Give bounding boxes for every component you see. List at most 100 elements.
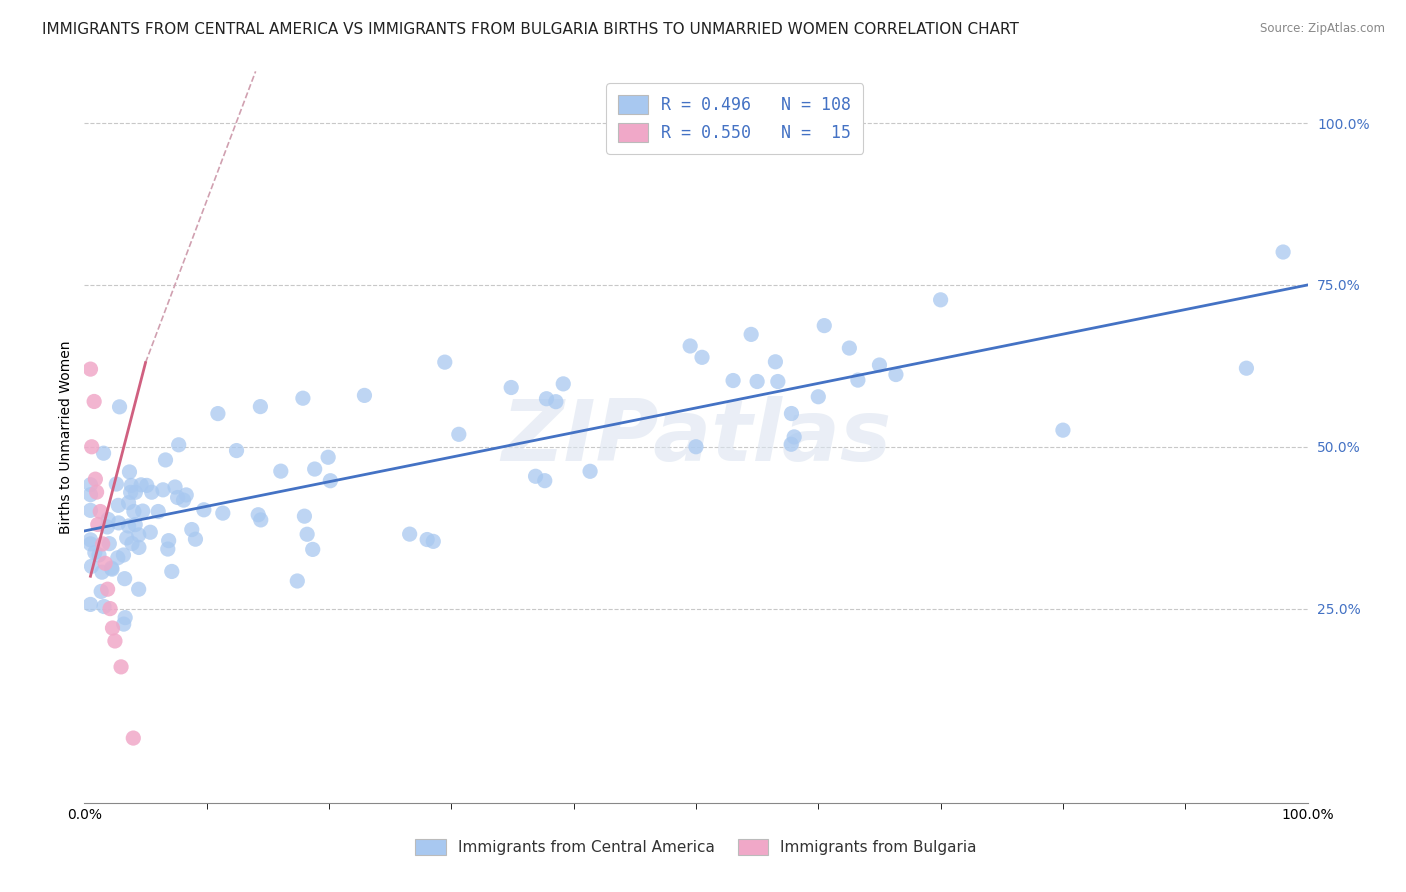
Point — [433, 355, 456, 369]
Point — [884, 368, 907, 382]
Point — [780, 407, 803, 421]
Point — [679, 339, 702, 353]
Point — [117, 519, 139, 533]
Point — [152, 483, 174, 497]
Point — [766, 375, 789, 389]
Point — [90, 584, 112, 599]
Point — [167, 438, 190, 452]
Point — [225, 443, 247, 458]
Point — [98, 536, 121, 550]
Point — [813, 318, 835, 333]
Point — [129, 478, 152, 492]
Point — [122, 504, 145, 518]
Point — [97, 512, 120, 526]
Point — [501, 380, 523, 394]
Point — [211, 506, 233, 520]
Point — [79, 503, 101, 517]
Point — [536, 392, 558, 406]
Point — [83, 545, 105, 559]
Point — [869, 358, 891, 372]
Point — [807, 390, 830, 404]
Point — [96, 520, 118, 534]
Point — [763, 355, 786, 369]
Point — [524, 469, 547, 483]
Legend: Immigrants from Central America, Immigrants from Bulgaria: Immigrants from Central America, Immigra… — [409, 833, 983, 861]
Point — [107, 499, 129, 513]
Point — [156, 542, 179, 557]
Point — [207, 407, 229, 421]
Point — [270, 464, 292, 478]
Point — [353, 388, 375, 402]
Point — [87, 548, 110, 562]
Point — [160, 565, 183, 579]
Point — [100, 561, 122, 575]
Point — [128, 541, 150, 555]
Point — [98, 601, 121, 615]
Point — [79, 537, 101, 551]
Text: Source: ZipAtlas.com: Source: ZipAtlas.com — [1260, 22, 1385, 36]
Point — [80, 440, 103, 454]
Point — [579, 464, 602, 478]
Point — [135, 478, 157, 492]
Point — [1272, 245, 1295, 260]
Y-axis label: Births to Unmarried Women: Births to Unmarried Women — [59, 341, 73, 533]
Point — [141, 485, 163, 500]
Point — [97, 582, 120, 597]
Point — [110, 660, 132, 674]
Point — [94, 557, 117, 571]
Point — [685, 440, 707, 454]
Point — [87, 517, 110, 532]
Point — [1052, 423, 1074, 437]
Point — [316, 450, 339, 465]
Point — [173, 493, 195, 508]
Point — [155, 453, 177, 467]
Point — [139, 525, 162, 540]
Point — [319, 474, 342, 488]
Point — [193, 503, 215, 517]
Point — [124, 517, 146, 532]
Point — [544, 394, 567, 409]
Point — [838, 341, 860, 355]
Point — [721, 374, 744, 388]
Point — [120, 478, 142, 492]
Point — [107, 550, 129, 565]
Point — [93, 446, 115, 460]
Point — [101, 621, 124, 635]
Point — [101, 562, 124, 576]
Point — [398, 527, 420, 541]
Point — [249, 400, 271, 414]
Point — [107, 516, 129, 530]
Point — [122, 731, 145, 745]
Point — [117, 496, 139, 510]
Point — [124, 485, 146, 500]
Point — [447, 427, 470, 442]
Point — [783, 430, 806, 444]
Point — [120, 485, 142, 500]
Point — [79, 598, 101, 612]
Point — [79, 533, 101, 547]
Point — [294, 509, 316, 524]
Point — [740, 327, 762, 342]
Point — [422, 534, 444, 549]
Point — [285, 574, 308, 588]
Point — [184, 532, 207, 546]
Point — [148, 504, 170, 518]
Point — [118, 465, 141, 479]
Point — [115, 531, 138, 545]
Point — [304, 462, 326, 476]
Point — [533, 474, 555, 488]
Point — [84, 472, 107, 486]
Point — [166, 491, 188, 505]
Point — [553, 376, 575, 391]
Point — [112, 548, 135, 562]
Point — [780, 437, 803, 451]
Point — [79, 488, 101, 502]
Point — [301, 542, 323, 557]
Point — [295, 527, 318, 541]
Point — [83, 394, 105, 409]
Point — [291, 391, 314, 405]
Point — [112, 617, 135, 632]
Text: IMMIGRANTS FROM CENTRAL AMERICA VS IMMIGRANTS FROM BULGARIA BIRTHS TO UNMARRIED : IMMIGRANTS FROM CENTRAL AMERICA VS IMMIG… — [42, 22, 1019, 37]
Point — [165, 480, 187, 494]
Point — [249, 513, 271, 527]
